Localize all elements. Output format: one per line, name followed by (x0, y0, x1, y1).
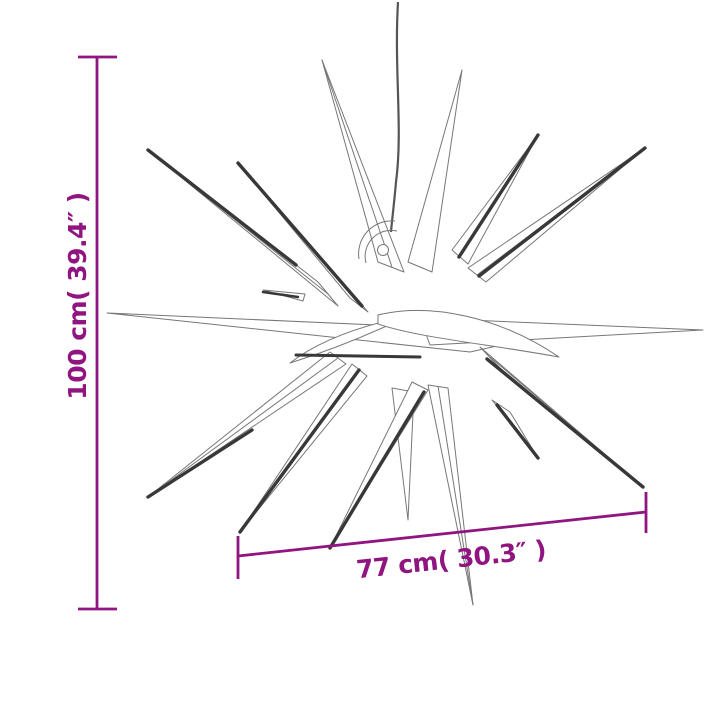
hanger-bracket (358, 220, 398, 264)
width-dimension (236, 492, 648, 579)
star-spike-top-left (321, 59, 405, 273)
star-illustration (106, 59, 704, 606)
hanging-cord (389, 1, 400, 233)
hanger-ring-icon (377, 244, 389, 256)
width-dimension-line (237, 510, 647, 558)
width-dimension-label: 77 cm( 30.3″ ) (355, 535, 548, 584)
height-dimension (78, 55, 117, 611)
star-shaded-edges (146, 133, 647, 550)
star-spike-top-right (407, 69, 463, 273)
height-dimension-label: 100 cm( 39.4″ ) (63, 192, 92, 399)
center-leaf-right (377, 310, 560, 358)
